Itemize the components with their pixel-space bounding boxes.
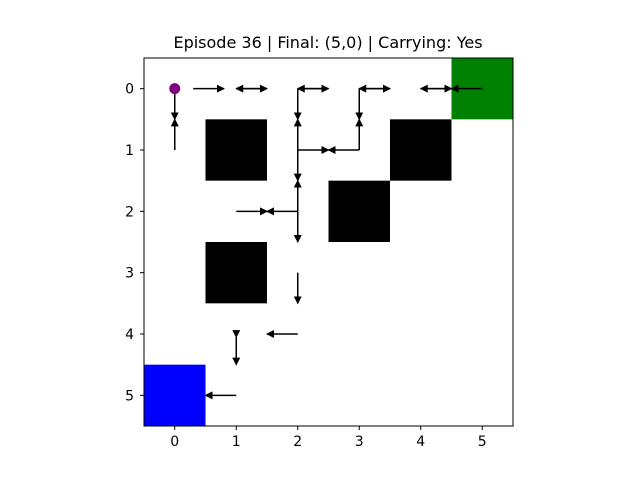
y-axis-ticks: 0 1 2 3 4 5 [125, 82, 144, 404]
wall-cell [205, 242, 267, 304]
y-tick-label: 2 [125, 204, 134, 220]
wall-cell [390, 119, 452, 181]
x-tick-label: 0 [170, 434, 179, 450]
y-tick-label: 1 [125, 143, 134, 159]
marker-layer [169, 83, 181, 95]
wall-cell [328, 180, 390, 242]
x-tick-label: 1 [232, 434, 241, 450]
x-axis-ticks: 0 1 2 3 4 5 [170, 426, 487, 450]
y-tick-label: 3 [125, 266, 134, 282]
arrows-layer [170, 84, 483, 400]
chart-title: Episode 36 | Final: (5,0) | Carrying: Ye… [173, 33, 482, 52]
x-tick-label: 5 [478, 434, 487, 450]
start-cell [144, 364, 206, 426]
y-tick-label: 5 [125, 388, 134, 404]
agent-marker [169, 83, 181, 95]
plot-frame [143, 57, 514, 427]
x-tick-label: 2 [293, 434, 302, 450]
x-tick-label: 4 [416, 434, 425, 450]
wall-cell [205, 119, 267, 181]
y-tick-label: 4 [125, 327, 134, 343]
x-tick-label: 3 [355, 434, 364, 450]
y-tick-label: 0 [125, 82, 134, 98]
